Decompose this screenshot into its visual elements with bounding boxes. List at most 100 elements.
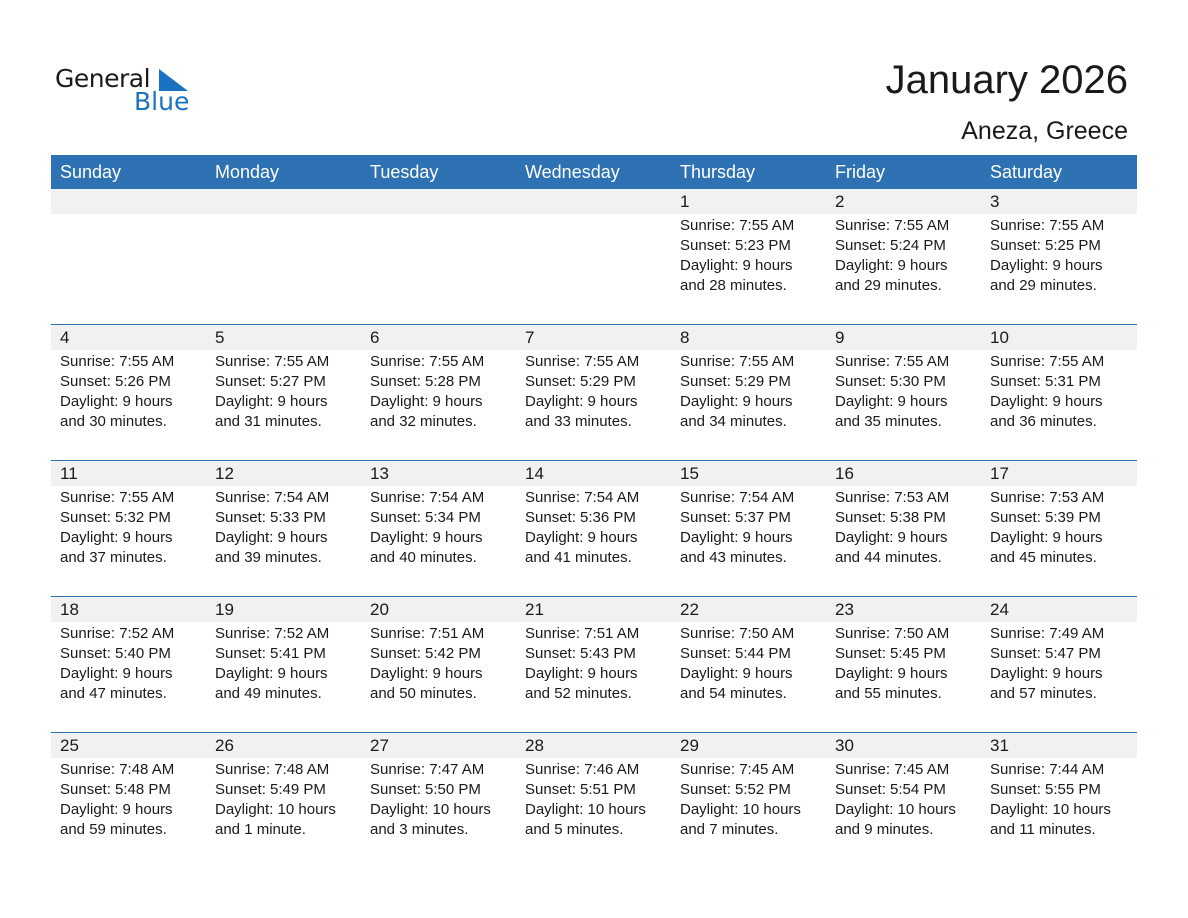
- day-number: 1: [680, 192, 690, 211]
- empty-cell: [516, 189, 671, 296]
- logo-blue: Blue: [134, 87, 190, 116]
- sunset: Sunset: 5:23 PM: [680, 237, 791, 254]
- sunset: Sunset: 5:52 PM: [680, 781, 791, 798]
- week-row: 1 Sunrise: 7:55 AM Sunset: 5:23 PM Daylight…: [51, 189, 1137, 324]
- day-number: 28: [525, 736, 544, 755]
- day-cell: 6 Sunrise: 7:55 AM Sunset: 5:28 PM Daylight…: [361, 325, 516, 432]
- day-number: 20: [370, 600, 389, 619]
- sunrise: Sunrise: 7:53 AM: [990, 489, 1105, 506]
- daylight: Daylight: 10 hours and 5 minutes.: [525, 801, 646, 838]
- sunset: Sunset: 5:25 PM: [990, 237, 1101, 254]
- sunrise: Sunrise: 7:47 AM: [370, 761, 485, 778]
- week-row: 18 Sunrise: 7:52 AM Sunset: 5:40 PM Dayligh…: [51, 596, 1137, 732]
- date-band: [51, 733, 1137, 758]
- sunrise: Sunrise: 7:52 AM: [60, 625, 175, 642]
- sunset: Sunset: 5:29 PM: [525, 373, 636, 390]
- sunrise: Sunrise: 7:55 AM: [370, 353, 485, 370]
- day-number: 7: [525, 328, 535, 347]
- daylight: Daylight: 9 hours and 49 minutes.: [215, 665, 328, 702]
- daylight: Daylight: 9 hours and 28 minutes.: [680, 257, 793, 294]
- day-number: 30: [835, 736, 854, 755]
- sunset: Sunset: 5:45 PM: [835, 645, 946, 662]
- weekday-friday: Friday: [835, 162, 886, 182]
- day-number: 23: [835, 600, 854, 619]
- sunset: Sunset: 5:28 PM: [370, 373, 481, 390]
- sunset: Sunset: 5:30 PM: [835, 373, 946, 390]
- day-cell: 30 Sunrise: 7:45 AM Sunset: 5:54 PM Dayligh…: [826, 733, 981, 840]
- day-number: 9: [835, 328, 845, 347]
- day-number: 16: [835, 464, 854, 483]
- sunrise: Sunrise: 7:48 AM: [60, 761, 175, 778]
- sunrise: Sunrise: 7:48 AM: [215, 761, 330, 778]
- daylight: Daylight: 9 hours and 47 minutes.: [60, 665, 173, 702]
- day-cell: 3 Sunrise: 7:55 AM Sunset: 5:25 PM Daylight…: [981, 189, 1136, 296]
- sunset: Sunset: 5:44 PM: [680, 645, 791, 662]
- weekday-thursday: Thursday: [680, 162, 756, 182]
- sunrise: Sunrise: 7:55 AM: [525, 353, 640, 370]
- day-number: 25: [60, 736, 79, 755]
- sunrise: Sunrise: 7:49 AM: [990, 625, 1105, 642]
- sunrise: Sunrise: 7:45 AM: [835, 761, 950, 778]
- daylight: Daylight: 9 hours and 59 minutes.: [60, 801, 173, 838]
- sunset: Sunset: 5:55 PM: [990, 781, 1101, 798]
- sunset: Sunset: 5:37 PM: [680, 509, 791, 526]
- sunrise: Sunrise: 7:54 AM: [680, 489, 795, 506]
- sunset: Sunset: 5:50 PM: [370, 781, 481, 798]
- sunrise: Sunrise: 7:51 AM: [370, 625, 485, 642]
- weekday-wednesday: Wednesday: [525, 162, 620, 182]
- sunset: Sunset: 5:41 PM: [215, 645, 326, 662]
- day-cell: 15 Sunrise: 7:54 AM Sunset: 5:37 PM Dayligh…: [671, 461, 826, 568]
- sunset: Sunset: 5:31 PM: [990, 373, 1101, 390]
- day-number: 27: [370, 736, 389, 755]
- day-number: 22: [680, 600, 699, 619]
- daylight: Daylight: 10 hours and 3 minutes.: [370, 801, 491, 838]
- daylight: Daylight: 10 hours and 11 minutes.: [990, 801, 1111, 838]
- day-number: 19: [215, 600, 234, 619]
- sunset: Sunset: 5:24 PM: [835, 237, 946, 254]
- empty-cell: [206, 189, 361, 296]
- date-band: [51, 325, 1137, 350]
- week-row: 25 Sunrise: 7:48 AM Sunset: 5:48 PM Dayligh…: [51, 732, 1137, 868]
- sunrise: Sunrise: 7:44 AM: [990, 761, 1105, 778]
- empty-cell: [51, 189, 206, 296]
- daylight: Daylight: 10 hours and 7 minutes.: [680, 801, 801, 838]
- sunset: Sunset: 5:47 PM: [990, 645, 1101, 662]
- day-cell: 10 Sunrise: 7:55 AM Sunset: 5:31 PM Dayligh…: [981, 325, 1136, 432]
- daylight: Daylight: 9 hours and 43 minutes.: [680, 529, 793, 566]
- sunset: Sunset: 5:51 PM: [525, 781, 636, 798]
- daylight: Daylight: 9 hours and 55 minutes.: [835, 665, 948, 702]
- sunrise: Sunrise: 7:54 AM: [215, 489, 330, 506]
- day-cell: 26 Sunrise: 7:48 AM Sunset: 5:49 PM Dayligh…: [206, 733, 361, 840]
- daylight: Daylight: 9 hours and 44 minutes.: [835, 529, 948, 566]
- daylight: Daylight: 10 hours and 1 minute.: [215, 801, 336, 838]
- sunrise: Sunrise: 7:53 AM: [835, 489, 950, 506]
- day-cell: 29 Sunrise: 7:45 AM Sunset: 5:52 PM Dayligh…: [671, 733, 826, 840]
- day-cell: 22 Sunrise: 7:50 AM Sunset: 5:44 PM Dayligh…: [671, 597, 826, 704]
- daylight: Daylight: 9 hours and 50 minutes.: [370, 665, 483, 702]
- day-number: 4: [60, 328, 70, 347]
- sunrise: Sunrise: 7:51 AM: [525, 625, 640, 642]
- weekday-tuesday: Tuesday: [370, 162, 439, 182]
- day-number: 17: [990, 464, 1009, 483]
- day-cell: 13 Sunrise: 7:54 AM Sunset: 5:34 PM Dayligh…: [361, 461, 516, 568]
- week-row: 11 Sunrise: 7:55 AM Sunset: 5:32 PM Dayligh…: [51, 460, 1137, 596]
- daylight: Daylight: 9 hours and 54 minutes.: [680, 665, 793, 702]
- weekday-saturday: Saturday: [990, 162, 1063, 182]
- sunrise: Sunrise: 7:54 AM: [370, 489, 485, 506]
- sunset: Sunset: 5:40 PM: [60, 645, 171, 662]
- sunset: Sunset: 5:26 PM: [60, 373, 171, 390]
- sunrise: Sunrise: 7:55 AM: [60, 353, 175, 370]
- daylight: Daylight: 9 hours and 39 minutes.: [215, 529, 328, 566]
- date-band: [51, 461, 1137, 486]
- weekday-sunday: Sunday: [60, 162, 122, 182]
- day-number: 18: [60, 600, 79, 619]
- day-number: 2: [835, 192, 845, 211]
- logo-general: General: [55, 64, 151, 93]
- sunrise: Sunrise: 7:50 AM: [680, 625, 795, 642]
- daylight: Daylight: 9 hours and 30 minutes.: [60, 393, 173, 430]
- day-number: 21: [525, 600, 544, 619]
- sunset: Sunset: 5:49 PM: [215, 781, 326, 798]
- day-cell: 20 Sunrise: 7:51 AM Sunset: 5:42 PM Dayligh…: [361, 597, 516, 704]
- sunrise: Sunrise: 7:52 AM: [215, 625, 330, 642]
- sunset: Sunset: 5:48 PM: [60, 781, 171, 798]
